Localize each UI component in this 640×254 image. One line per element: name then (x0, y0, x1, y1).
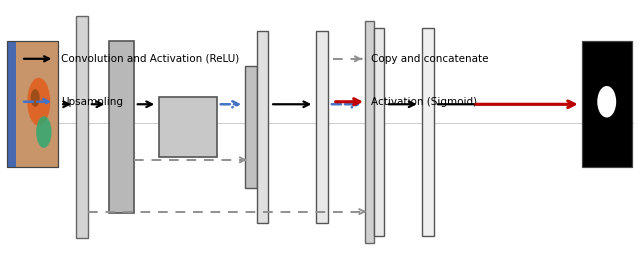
Bar (365, 21, 374, 243)
Text: Upsampling: Upsampling (61, 97, 124, 107)
Bar (7, 41, 58, 167)
Bar (245, 66, 257, 188)
Text: Copy and concatenate: Copy and concatenate (371, 54, 488, 64)
Text: Activation (Sigmoid): Activation (Sigmoid) (371, 97, 477, 107)
Ellipse shape (36, 116, 52, 148)
Ellipse shape (28, 78, 51, 126)
Bar (7, 41, 58, 167)
Bar (422, 28, 434, 236)
Bar (582, 41, 632, 167)
Bar (257, 31, 268, 223)
Text: Convolution and Activation (ReLU): Convolution and Activation (ReLU) (61, 54, 239, 64)
Bar (374, 28, 384, 236)
Ellipse shape (31, 89, 40, 107)
Ellipse shape (597, 86, 616, 118)
Bar (76, 16, 88, 238)
Bar (109, 41, 134, 213)
Bar (159, 97, 216, 157)
Bar (316, 31, 328, 223)
Bar (7, 41, 16, 167)
Bar (582, 41, 632, 167)
